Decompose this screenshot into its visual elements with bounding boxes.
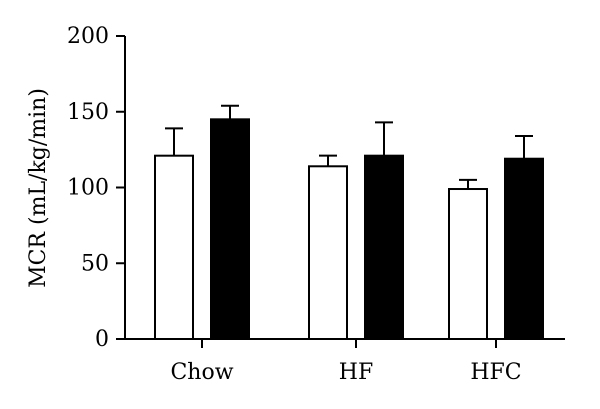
y-tick-label: 50 — [81, 251, 109, 276]
y-axis-title: MCR (mL/kg/min) — [26, 88, 51, 288]
bar — [308, 165, 348, 340]
x-tick-label: HFC — [470, 360, 521, 385]
y-tick-label: 150 — [67, 100, 109, 125]
x-tick-label: Chow — [170, 360, 233, 385]
bar — [504, 157, 544, 340]
bar — [364, 154, 404, 340]
y-tick-label: 100 — [67, 176, 109, 201]
bar — [154, 154, 194, 340]
plot-area: 0 50 100 150 200 Chow HF HFC — [67, 24, 565, 385]
x-tick-label: HF — [339, 360, 373, 385]
y-tick-label: 0 — [95, 327, 109, 352]
y-tick-label: 200 — [67, 24, 109, 49]
bar — [448, 188, 488, 340]
bar — [210, 118, 250, 340]
